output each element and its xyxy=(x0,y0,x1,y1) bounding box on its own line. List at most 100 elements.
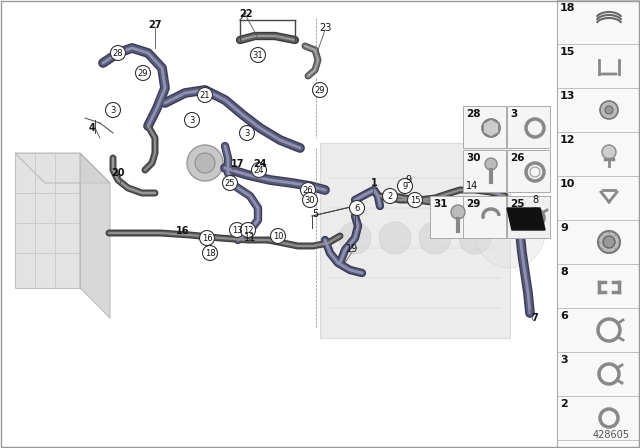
Circle shape xyxy=(419,222,451,254)
Text: 15: 15 xyxy=(560,47,575,57)
Text: 10: 10 xyxy=(273,232,284,241)
Text: 25: 25 xyxy=(510,199,525,209)
Text: 26: 26 xyxy=(303,185,314,194)
Text: 13: 13 xyxy=(232,225,243,234)
Text: 11: 11 xyxy=(244,233,256,243)
Circle shape xyxy=(383,189,397,203)
Circle shape xyxy=(397,178,413,194)
Text: 27: 27 xyxy=(148,20,162,30)
Circle shape xyxy=(485,158,497,170)
Circle shape xyxy=(111,46,125,60)
Circle shape xyxy=(200,231,214,246)
Circle shape xyxy=(603,236,615,248)
Circle shape xyxy=(250,47,266,63)
Bar xyxy=(463,196,506,238)
Bar xyxy=(507,196,550,238)
Circle shape xyxy=(252,163,266,177)
Circle shape xyxy=(271,228,285,244)
Polygon shape xyxy=(15,153,80,288)
Text: 19: 19 xyxy=(346,244,358,254)
Text: 30: 30 xyxy=(466,153,481,163)
Circle shape xyxy=(241,223,255,237)
Bar xyxy=(463,150,506,192)
Circle shape xyxy=(600,101,618,119)
Text: 28: 28 xyxy=(113,48,124,57)
Circle shape xyxy=(451,205,465,219)
Text: 17: 17 xyxy=(231,159,244,169)
Text: 14: 14 xyxy=(466,181,478,191)
Text: 428605: 428605 xyxy=(593,430,630,440)
Circle shape xyxy=(301,182,316,198)
Text: 3: 3 xyxy=(110,105,116,115)
Text: 25: 25 xyxy=(225,178,236,188)
Circle shape xyxy=(198,87,212,103)
Text: 2: 2 xyxy=(560,399,568,409)
Text: 15: 15 xyxy=(410,195,420,204)
Text: 3: 3 xyxy=(510,109,517,119)
Bar xyxy=(507,106,550,148)
Circle shape xyxy=(475,198,545,268)
Circle shape xyxy=(230,223,244,237)
Text: 3: 3 xyxy=(560,355,568,365)
Text: 2: 2 xyxy=(387,191,392,201)
Circle shape xyxy=(408,193,422,207)
Bar xyxy=(557,176,640,220)
Circle shape xyxy=(312,82,328,98)
Text: 3: 3 xyxy=(189,116,195,125)
Text: 13: 13 xyxy=(560,91,575,101)
Bar xyxy=(507,196,550,238)
Circle shape xyxy=(602,145,616,159)
Text: 18: 18 xyxy=(205,249,215,258)
Text: 31: 31 xyxy=(433,199,447,209)
Circle shape xyxy=(339,222,371,254)
Text: 6: 6 xyxy=(560,311,568,321)
Text: 7: 7 xyxy=(532,313,538,323)
Circle shape xyxy=(223,176,237,190)
Polygon shape xyxy=(507,208,545,230)
Text: 26: 26 xyxy=(510,153,525,163)
Text: 16: 16 xyxy=(202,233,212,242)
Circle shape xyxy=(303,193,317,207)
Text: 16: 16 xyxy=(176,226,189,236)
Bar xyxy=(557,44,640,88)
Text: 29: 29 xyxy=(315,86,325,95)
Circle shape xyxy=(106,103,120,117)
Text: 20: 20 xyxy=(111,168,125,178)
Text: 22: 22 xyxy=(239,9,253,19)
Bar xyxy=(463,106,506,148)
Text: 6: 6 xyxy=(355,203,360,212)
Text: 5: 5 xyxy=(312,209,318,219)
Text: 12: 12 xyxy=(243,225,253,234)
Bar xyxy=(557,132,640,176)
Text: 29: 29 xyxy=(138,69,148,78)
Circle shape xyxy=(184,112,200,128)
Bar xyxy=(557,352,640,396)
Text: 9: 9 xyxy=(560,223,568,233)
Circle shape xyxy=(195,153,215,173)
Circle shape xyxy=(136,65,150,81)
Text: 30: 30 xyxy=(305,195,316,204)
Circle shape xyxy=(598,231,620,253)
Circle shape xyxy=(459,222,491,254)
Text: 9: 9 xyxy=(405,175,411,185)
Circle shape xyxy=(482,119,500,137)
Circle shape xyxy=(187,145,223,181)
Bar xyxy=(557,220,640,264)
Polygon shape xyxy=(80,153,110,318)
Polygon shape xyxy=(483,119,499,137)
Text: 24: 24 xyxy=(253,165,264,175)
Text: 12: 12 xyxy=(560,135,575,145)
Text: 23: 23 xyxy=(319,23,331,33)
Bar xyxy=(507,150,550,192)
Text: 21: 21 xyxy=(200,90,211,99)
Bar xyxy=(430,196,473,238)
Polygon shape xyxy=(15,153,110,183)
Circle shape xyxy=(379,222,411,254)
Circle shape xyxy=(349,201,365,215)
Text: 10: 10 xyxy=(560,179,575,189)
Bar xyxy=(557,88,640,132)
Text: 18: 18 xyxy=(560,3,575,13)
Circle shape xyxy=(239,125,255,141)
Polygon shape xyxy=(320,143,510,338)
Circle shape xyxy=(605,106,613,114)
